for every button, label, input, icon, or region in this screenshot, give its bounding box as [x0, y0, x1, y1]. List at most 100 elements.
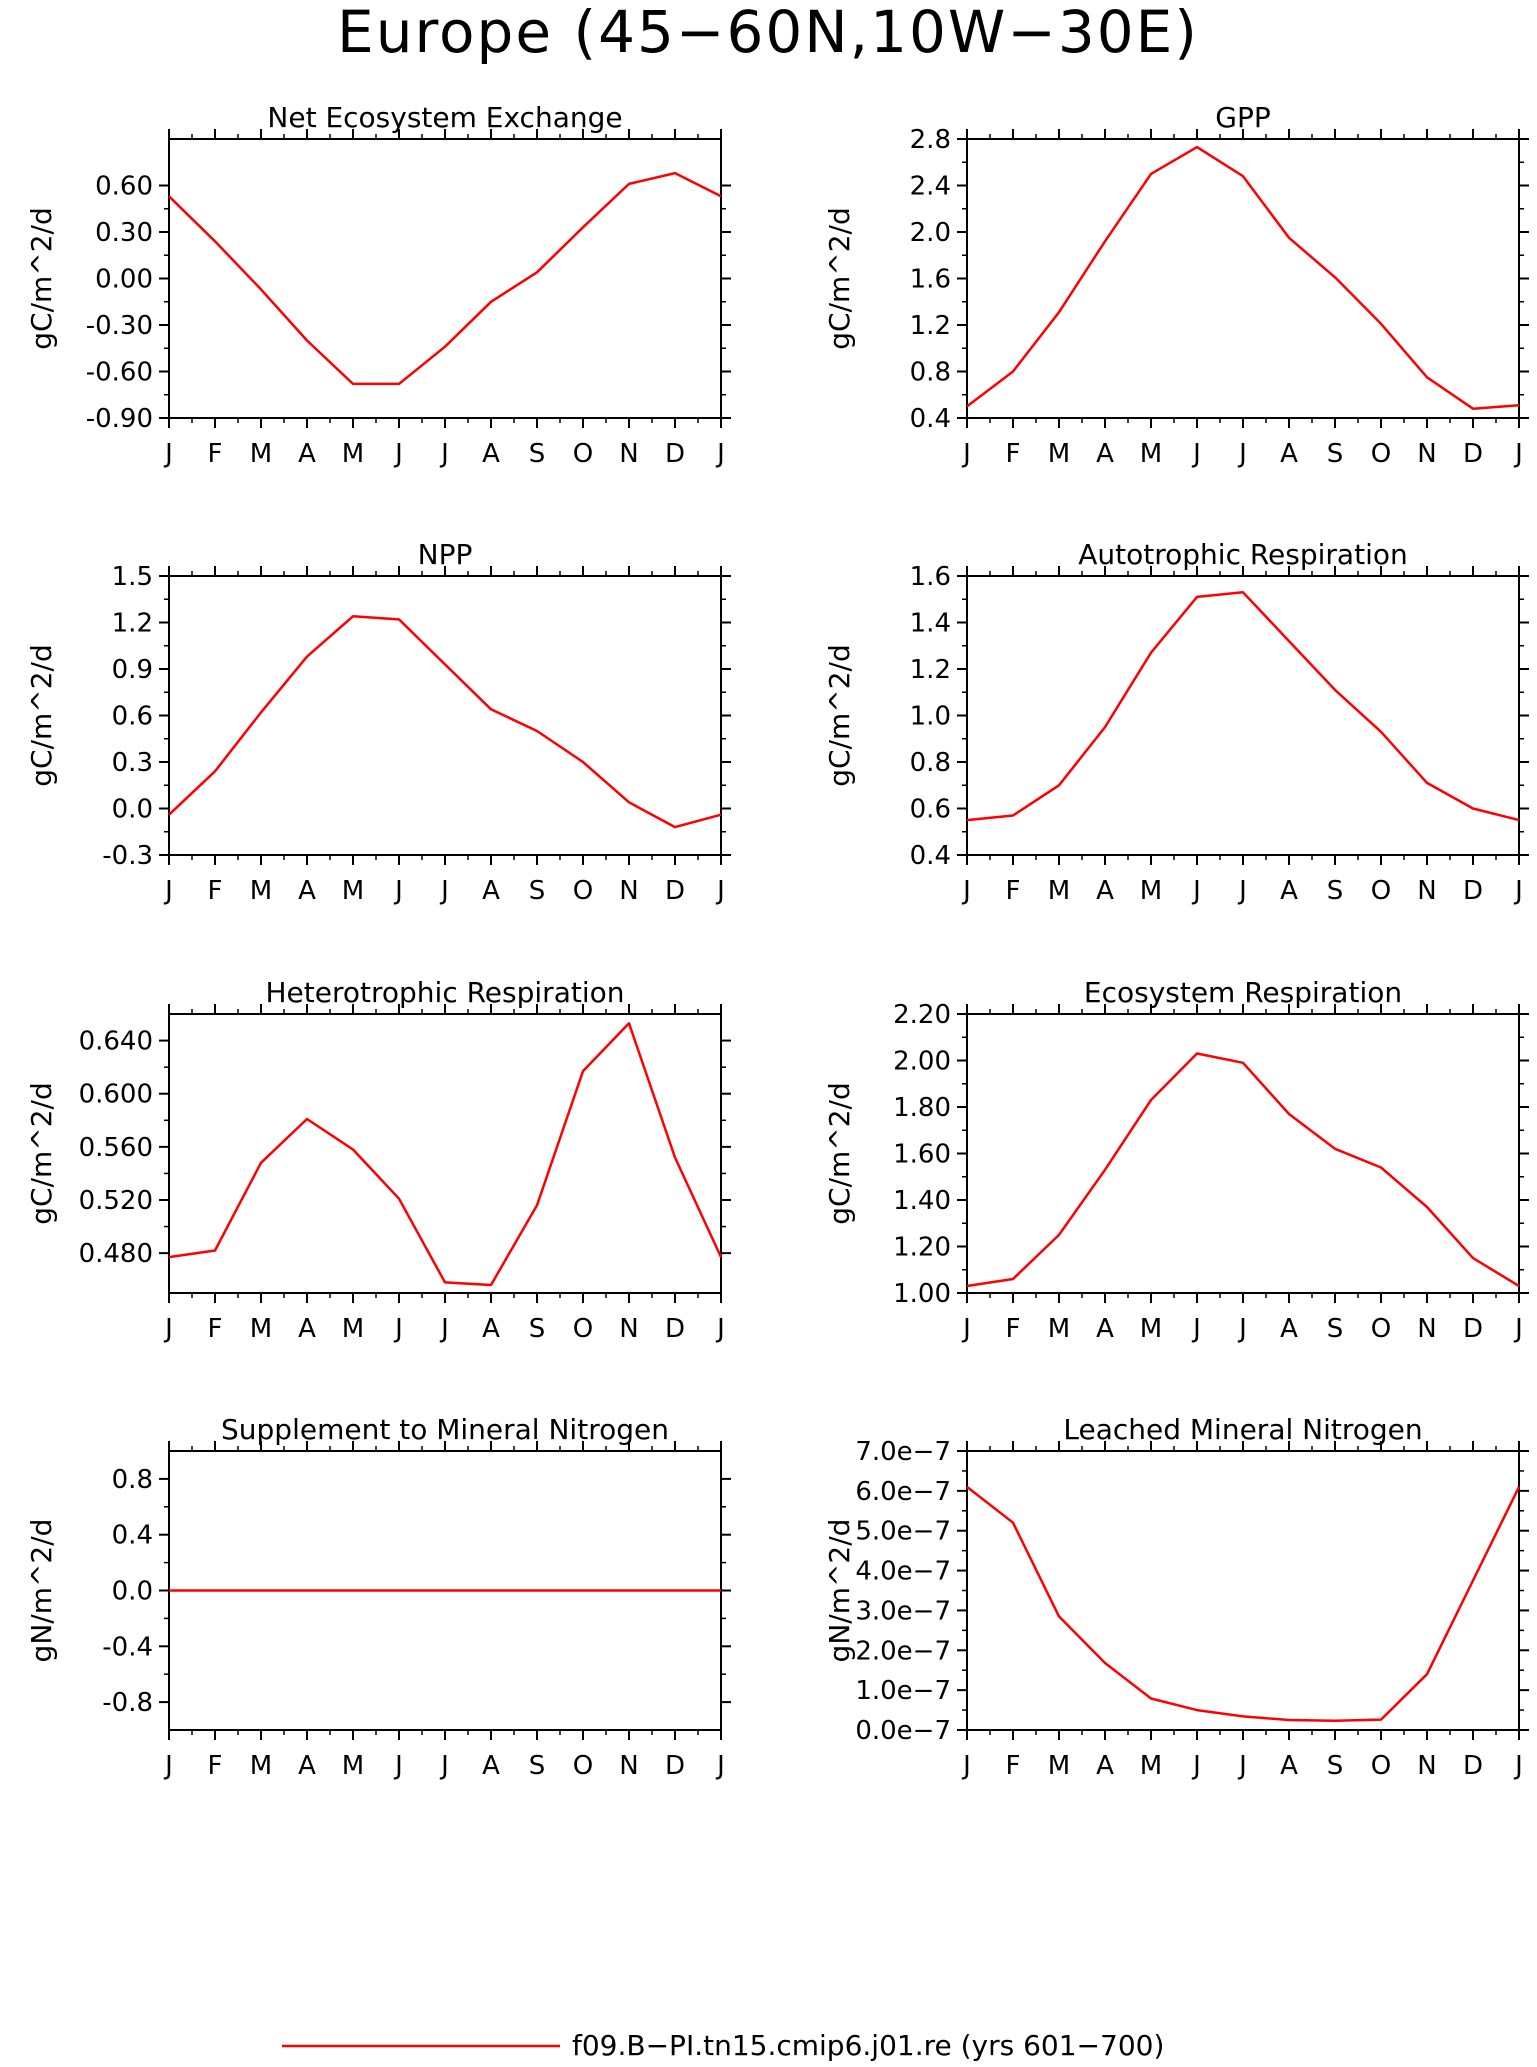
x-tick-label: J	[961, 1314, 971, 1344]
panel-title: GPP	[1215, 101, 1270, 134]
y-tick-label: 1.2	[112, 609, 153, 639]
x-tick-label: N	[619, 1314, 638, 1344]
x-tick-label: A	[298, 1314, 316, 1344]
y-tick-label: 2.0e−7	[855, 1636, 951, 1666]
x-tick-label: M	[1140, 1751, 1162, 1781]
x-tick-label: M	[1140, 876, 1162, 906]
x-tick-label: J	[393, 439, 403, 469]
panel-title: Supplement to Mineral Nitrogen	[221, 1413, 669, 1446]
y-tick-label: 1.2	[910, 311, 951, 341]
x-tick-label: S	[1327, 1314, 1344, 1344]
y-tick-label: 0.30	[95, 218, 153, 248]
y-tick-label: 0.0	[112, 1577, 153, 1607]
y-tick-label: 0.520	[79, 1186, 153, 1216]
x-tick-label: A	[1096, 439, 1114, 469]
x-tick-label: J	[1191, 1751, 1201, 1781]
y-tick-label: 0.9	[112, 655, 153, 685]
y-tick-label: 1.6	[910, 265, 951, 295]
x-tick-label: M	[1048, 1751, 1070, 1781]
plot-frame	[966, 1450, 1520, 1731]
x-tick-label: S	[1327, 439, 1344, 469]
y-tick-label: 4.0e−7	[855, 1557, 951, 1587]
x-tick-label: F	[208, 876, 223, 906]
x-tick-label: J	[1513, 439, 1523, 469]
y-tick-label: 6.0e−7	[855, 1477, 951, 1507]
panel-title: Net Ecosystem Exchange	[267, 101, 622, 134]
x-tick-label: D	[1463, 1751, 1483, 1781]
y-tick-label: 1.60	[893, 1140, 951, 1170]
x-tick-label: M	[342, 439, 364, 469]
x-tick-label: D	[665, 439, 685, 469]
x-tick-label: A	[1096, 876, 1114, 906]
y-tick-label: -0.60	[86, 358, 153, 388]
y-tick-label: 0.8	[910, 748, 951, 778]
y-tick-label: 2.00	[893, 1047, 951, 1077]
series-line	[966, 145, 1520, 410]
panel-title: Ecosystem Respiration	[1084, 976, 1402, 1009]
x-tick-label: D	[1463, 876, 1483, 906]
y-tick-label: -0.8	[102, 1688, 153, 1718]
x-tick-label: A	[482, 439, 500, 469]
plot-frame	[168, 1013, 722, 1294]
x-tick-label: J	[715, 439, 725, 469]
y-axis-label: gC/m^2/d	[823, 644, 856, 787]
x-tick-label: J	[393, 876, 403, 906]
x-tick-label: J	[1191, 876, 1201, 906]
x-tick-label: A	[298, 1751, 316, 1781]
x-tick-label: S	[529, 876, 546, 906]
x-tick-label: J	[1237, 1751, 1247, 1781]
y-axis-label: gC/m^2/d	[25, 644, 58, 787]
y-tick-label: 7.0e−7	[855, 1437, 951, 1467]
x-tick-label: M	[1140, 439, 1162, 469]
x-tick-label: J	[439, 1314, 449, 1344]
x-tick-label: J	[439, 439, 449, 469]
x-tick-label: J	[439, 1751, 449, 1781]
x-tick-label: S	[529, 439, 546, 469]
x-tick-label: J	[163, 439, 173, 469]
x-tick-label: A	[298, 439, 316, 469]
x-tick-label: N	[1417, 439, 1436, 469]
y-tick-label: 5.0e−7	[855, 1517, 951, 1547]
x-tick-label: N	[619, 1751, 638, 1781]
x-tick-label: J	[961, 876, 971, 906]
x-tick-label: M	[250, 439, 272, 469]
y-tick-label: 1.6	[910, 562, 951, 592]
y-tick-label: 2.8	[910, 125, 951, 155]
x-tick-label: A	[1280, 876, 1298, 906]
x-tick-label: A	[482, 876, 500, 906]
y-tick-label: 0.3	[112, 748, 153, 778]
x-tick-label: A	[1280, 1314, 1298, 1344]
y-tick-label: 1.5	[112, 562, 153, 592]
x-tick-label: D	[1463, 1314, 1483, 1344]
x-tick-label: M	[342, 1314, 364, 1344]
plot-frame	[966, 1013, 1520, 1294]
series-line	[966, 591, 1520, 822]
x-tick-label: A	[1096, 1314, 1114, 1344]
y-tick-label: 0.60	[95, 172, 153, 202]
y-tick-label: 1.80	[893, 1093, 951, 1123]
x-tick-label: F	[208, 1314, 223, 1344]
y-tick-label: 2.4	[910, 172, 951, 202]
x-tick-label: J	[1513, 1314, 1523, 1344]
x-tick-label: O	[573, 439, 593, 469]
y-tick-label: 0.4	[112, 1521, 153, 1551]
x-tick-label: J	[961, 1751, 971, 1781]
y-tick-label: 0.560	[79, 1133, 153, 1163]
x-tick-label: O	[1371, 1751, 1391, 1781]
x-tick-label: J	[1191, 439, 1201, 469]
y-tick-label: -0.4	[102, 1632, 153, 1662]
x-tick-label: A	[482, 1751, 500, 1781]
x-tick-label: A	[298, 876, 316, 906]
y-tick-label: 1.0	[910, 702, 951, 732]
y-axis-label: gC/m^2/d	[25, 1082, 58, 1225]
x-tick-label: N	[1417, 876, 1436, 906]
y-tick-label: 2.20	[893, 1000, 951, 1030]
x-tick-label: A	[1280, 439, 1298, 469]
x-tick-label: N	[1417, 1314, 1436, 1344]
y-tick-label: 0.8	[910, 358, 951, 388]
x-tick-label: M	[250, 1751, 272, 1781]
